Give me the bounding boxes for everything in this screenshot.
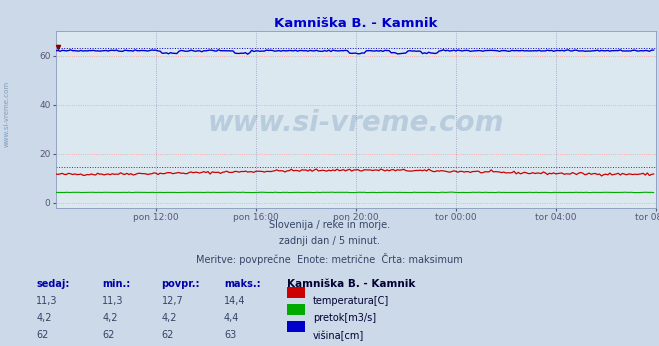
Text: min.:: min.: (102, 279, 130, 289)
Text: 4,2: 4,2 (161, 313, 177, 323)
Text: Slovenija / reke in morje.: Slovenija / reke in morje. (269, 220, 390, 230)
Text: www.si-vreme.com: www.si-vreme.com (3, 81, 10, 147)
Text: Meritve: povprečne  Enote: metrične  Črta: maksimum: Meritve: povprečne Enote: metrične Črta:… (196, 253, 463, 265)
Text: sedaj:: sedaj: (36, 279, 70, 289)
Text: povpr.:: povpr.: (161, 279, 200, 289)
Text: 63: 63 (224, 330, 237, 340)
Text: 14,4: 14,4 (224, 296, 246, 306)
Text: Kamniška B. - Kamnik: Kamniška B. - Kamnik (287, 279, 415, 289)
Text: zadnji dan / 5 minut.: zadnji dan / 5 minut. (279, 236, 380, 246)
Text: 4,4: 4,4 (224, 313, 239, 323)
Text: 4,2: 4,2 (36, 313, 52, 323)
Text: pretok[m3/s]: pretok[m3/s] (313, 313, 376, 323)
Text: 62: 62 (161, 330, 174, 340)
Text: maks.:: maks.: (224, 279, 261, 289)
Text: temperatura[C]: temperatura[C] (313, 296, 389, 306)
Text: 12,7: 12,7 (161, 296, 183, 306)
Text: 62: 62 (36, 330, 49, 340)
Text: 4,2: 4,2 (102, 313, 118, 323)
Title: Kamniška B. - Kamnik: Kamniška B. - Kamnik (274, 17, 438, 30)
Text: 11,3: 11,3 (102, 296, 124, 306)
Text: višina[cm]: višina[cm] (313, 330, 364, 341)
Text: 11,3: 11,3 (36, 296, 58, 306)
Text: www.si-vreme.com: www.si-vreme.com (208, 109, 504, 137)
Text: 62: 62 (102, 330, 115, 340)
